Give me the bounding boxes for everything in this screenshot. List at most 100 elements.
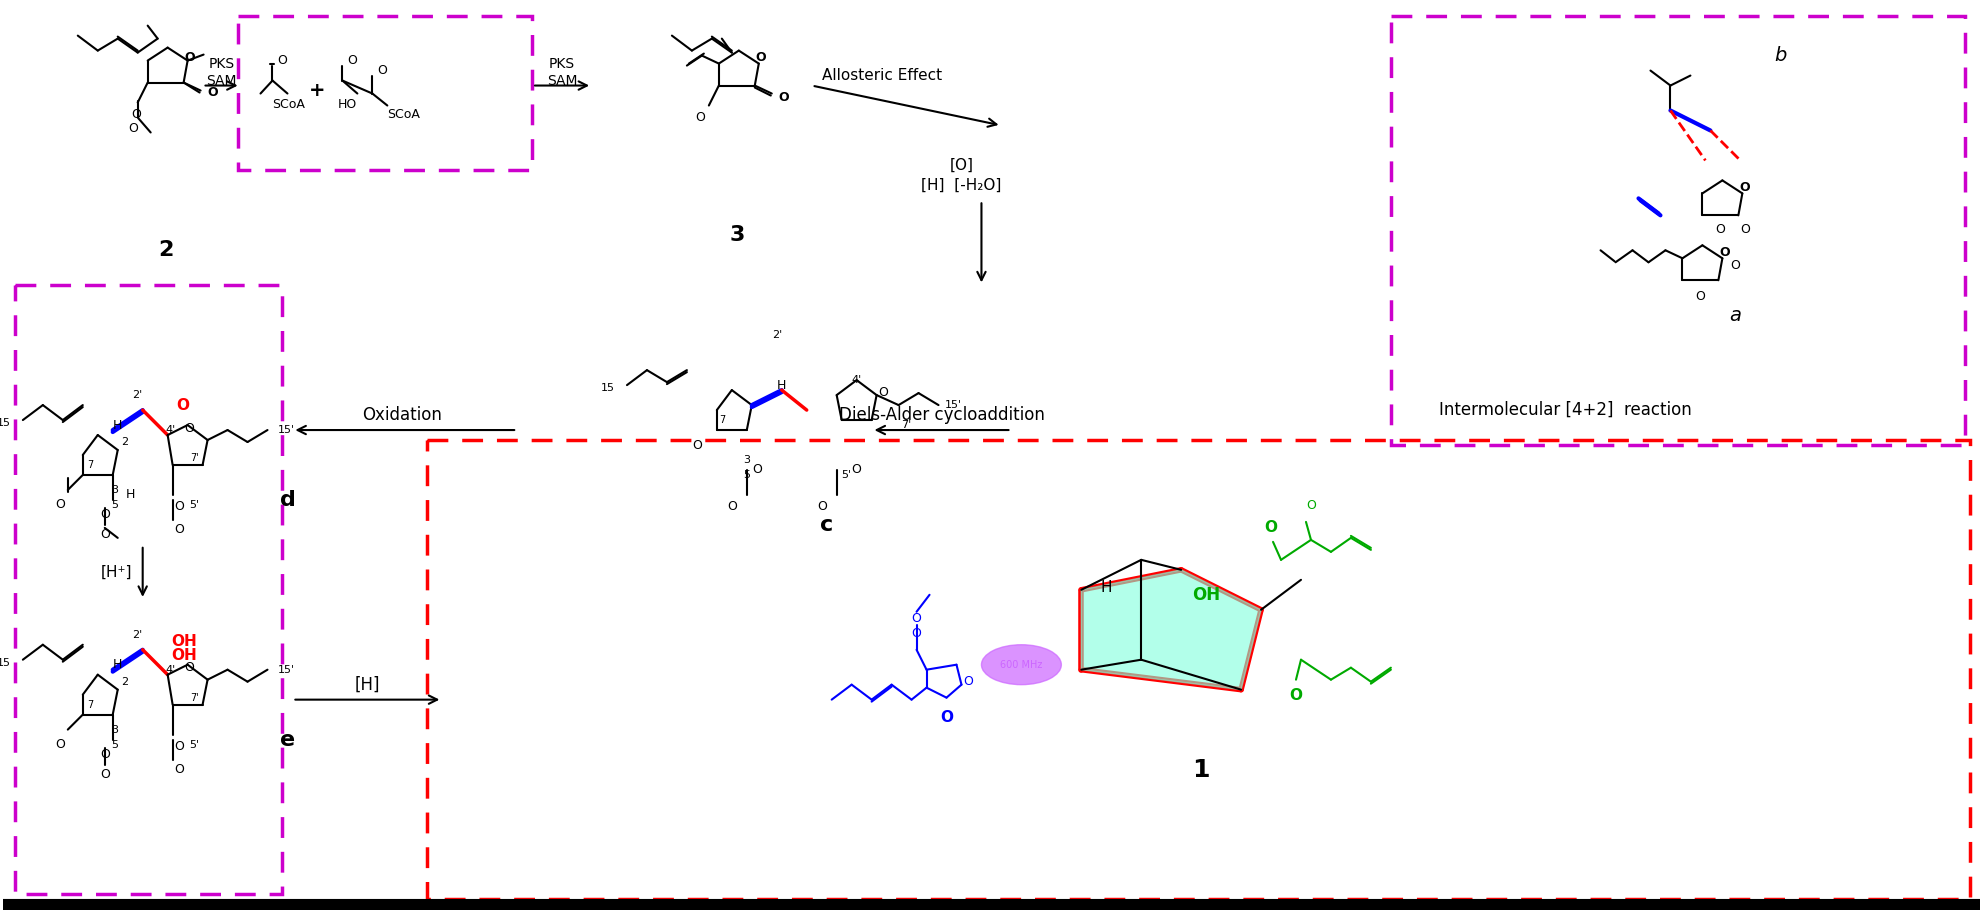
Text: O: O — [208, 86, 218, 99]
Text: [H⁺]: [H⁺] — [101, 564, 133, 579]
Text: O: O — [1307, 499, 1317, 512]
Text: 15: 15 — [0, 418, 10, 428]
Text: O: O — [879, 385, 889, 399]
Text: 7': 7' — [190, 453, 198, 463]
Text: 4': 4' — [851, 375, 861, 385]
Text: 3: 3 — [729, 225, 744, 245]
Polygon shape — [1081, 570, 1261, 690]
Text: 15': 15' — [277, 665, 295, 675]
Text: O: O — [778, 91, 790, 104]
Text: 15: 15 — [0, 658, 10, 668]
Text: c: c — [820, 515, 834, 535]
Text: +: + — [309, 81, 325, 100]
Text: e: e — [279, 730, 295, 750]
Text: Intermolecular [4+2]  reaction: Intermolecular [4+2] reaction — [1439, 401, 1693, 419]
Text: O: O — [176, 397, 190, 413]
Text: O: O — [1715, 223, 1725, 236]
Text: O: O — [851, 464, 861, 476]
Text: O: O — [1289, 688, 1303, 702]
Text: O: O — [1738, 181, 1750, 194]
Ellipse shape — [982, 645, 1061, 685]
Text: 1: 1 — [1192, 758, 1210, 782]
Text: O: O — [1740, 223, 1750, 236]
Text: 600 MHz: 600 MHz — [1000, 660, 1043, 670]
Text: Oxidation: Oxidation — [362, 406, 442, 424]
Text: 2: 2 — [121, 677, 129, 687]
Text: O: O — [1695, 291, 1705, 303]
Text: O: O — [184, 51, 194, 64]
Text: 4': 4' — [166, 665, 176, 675]
Text: O: O — [911, 627, 921, 640]
Text: O: O — [1719, 246, 1731, 259]
Text: 5: 5 — [111, 740, 119, 750]
Text: 5: 5 — [111, 500, 119, 510]
Text: SCoA: SCoA — [388, 107, 420, 120]
Bar — [238, 15, 533, 170]
Text: O: O — [346, 54, 356, 67]
Text: Allosteric Effect: Allosteric Effect — [822, 68, 942, 83]
Text: O: O — [99, 527, 109, 541]
Bar — [1390, 15, 1964, 445]
Text: 7: 7 — [87, 460, 93, 470]
Text: O: O — [99, 508, 109, 521]
Text: 5': 5' — [190, 500, 200, 510]
Text: O: O — [1265, 520, 1277, 535]
Bar — [428, 440, 1970, 899]
Text: b: b — [1774, 46, 1786, 65]
Text: 5': 5' — [842, 470, 851, 480]
Text: Diels-Alder cycloaddition: Diels-Alder cycloaddition — [840, 406, 1045, 424]
Text: 2': 2' — [133, 390, 143, 400]
Text: O: O — [129, 122, 139, 136]
Text: OH: OH — [172, 649, 198, 663]
Text: 15': 15' — [277, 425, 295, 435]
Text: O: O — [131, 107, 141, 120]
Text: O: O — [55, 738, 65, 751]
Text: [O]: [O] — [950, 158, 974, 173]
Text: 7: 7 — [87, 700, 93, 710]
Text: 2: 2 — [121, 437, 129, 447]
Text: H: H — [113, 658, 123, 671]
Text: [H]  [-H₂O]: [H] [-H₂O] — [921, 178, 1002, 193]
Text: O: O — [174, 523, 184, 536]
Text: O: O — [1731, 259, 1740, 271]
Text: O: O — [940, 710, 952, 724]
Text: H: H — [776, 379, 786, 392]
Text: O: O — [378, 64, 388, 77]
Text: PKS
SAM: PKS SAM — [206, 57, 238, 87]
Text: 4': 4' — [166, 425, 176, 435]
Text: 2: 2 — [158, 241, 174, 261]
Text: 2': 2' — [133, 630, 143, 640]
Text: 15: 15 — [602, 384, 616, 394]
Text: 5: 5 — [742, 470, 750, 480]
Text: 7': 7' — [901, 420, 911, 430]
Text: O: O — [99, 748, 109, 761]
Text: O: O — [756, 51, 766, 64]
Text: 7: 7 — [719, 415, 725, 425]
Text: OH: OH — [172, 634, 198, 650]
Text: OH: OH — [1192, 586, 1220, 604]
Text: O: O — [174, 763, 184, 775]
Text: O: O — [184, 422, 194, 435]
Text: 5': 5' — [190, 740, 200, 750]
Text: O: O — [174, 740, 184, 752]
Text: 3: 3 — [111, 485, 119, 495]
Text: O: O — [174, 500, 184, 513]
Text: 15': 15' — [944, 400, 962, 410]
Text: PKS
SAM: PKS SAM — [546, 57, 578, 87]
Text: O: O — [727, 500, 737, 513]
Text: SCoA: SCoA — [273, 97, 305, 110]
Text: 2': 2' — [772, 330, 782, 340]
Text: H: H — [127, 488, 135, 501]
Text: O: O — [752, 464, 762, 476]
Text: O: O — [55, 498, 65, 511]
Text: 3: 3 — [111, 724, 119, 734]
Text: 7': 7' — [190, 692, 198, 702]
Text: O: O — [818, 500, 826, 513]
Text: d: d — [279, 490, 295, 510]
Text: [H]: [H] — [354, 676, 380, 693]
Text: O: O — [695, 110, 705, 124]
Text: 3: 3 — [742, 455, 750, 465]
Text: O: O — [911, 612, 921, 625]
Bar — [16, 285, 283, 895]
Text: O: O — [691, 438, 701, 452]
